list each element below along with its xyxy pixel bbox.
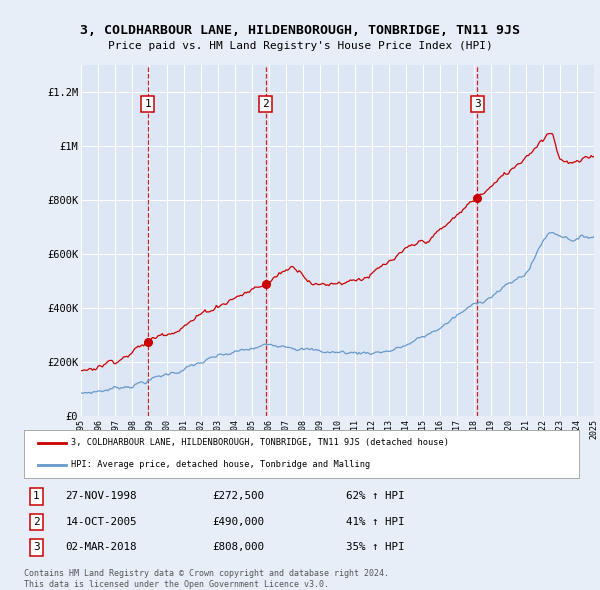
Text: HPI: Average price, detached house, Tonbridge and Malling: HPI: Average price, detached house, Tonb… [71,460,370,469]
Text: 1: 1 [33,491,40,502]
Text: 1: 1 [145,99,151,109]
Text: 3, COLDHARBOUR LANE, HILDENBOROUGH, TONBRIDGE, TN11 9JS (detached house): 3, COLDHARBOUR LANE, HILDENBOROUGH, TONB… [71,438,449,447]
Text: 27-NOV-1998: 27-NOV-1998 [65,491,137,502]
Text: Price paid vs. HM Land Registry's House Price Index (HPI): Price paid vs. HM Land Registry's House … [107,41,493,51]
Text: £490,000: £490,000 [213,517,265,527]
Text: 3: 3 [33,542,40,552]
Text: 02-MAR-2018: 02-MAR-2018 [65,542,137,552]
Text: £808,000: £808,000 [213,542,265,552]
Text: 2: 2 [262,99,269,109]
Text: 35% ↑ HPI: 35% ↑ HPI [346,542,404,552]
Text: 2: 2 [33,517,40,527]
Text: 3: 3 [474,99,481,109]
Text: 62% ↑ HPI: 62% ↑ HPI [346,491,404,502]
Text: 3, COLDHARBOUR LANE, HILDENBOROUGH, TONBRIDGE, TN11 9JS: 3, COLDHARBOUR LANE, HILDENBOROUGH, TONB… [80,24,520,37]
Text: Contains HM Land Registry data © Crown copyright and database right 2024.
This d: Contains HM Land Registry data © Crown c… [24,569,389,589]
Text: 14-OCT-2005: 14-OCT-2005 [65,517,137,527]
Text: £272,500: £272,500 [213,491,265,502]
Text: 41% ↑ HPI: 41% ↑ HPI [346,517,404,527]
